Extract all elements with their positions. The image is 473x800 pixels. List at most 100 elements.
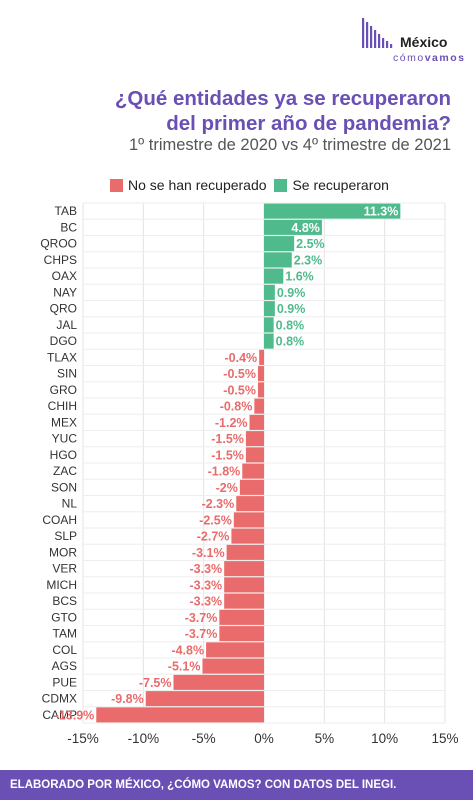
x-tick-label: -5% bbox=[192, 731, 216, 746]
value-label: -3.3% bbox=[190, 562, 223, 576]
bar-sin bbox=[257, 366, 264, 382]
category-label: YUC bbox=[52, 432, 78, 446]
category-label: MOR bbox=[49, 545, 77, 559]
bar-mich bbox=[224, 577, 264, 593]
axis-ticks: -15% -10% -5% 0% 5% 10% 15% TAB 11.3% BC 4.8% QROO 2… bbox=[40, 204, 458, 746]
category-label: CHPS bbox=[44, 253, 77, 267]
bar-chih bbox=[254, 398, 264, 414]
value-label: 2.5% bbox=[296, 237, 325, 251]
logo-bars-icon bbox=[362, 18, 393, 48]
bar-mex bbox=[249, 414, 264, 430]
logo-brand-sub-2: vamos bbox=[424, 52, 466, 64]
bar-bc bbox=[264, 219, 322, 235]
value-label: -1.5% bbox=[211, 432, 244, 446]
bar-tab bbox=[264, 203, 401, 219]
bar-chps bbox=[264, 252, 292, 268]
category-label: ZAC bbox=[53, 464, 77, 478]
chart-subtitle: 1º trimestre de 2020 vs 4º trimestre de … bbox=[128, 136, 451, 154]
bar-gro bbox=[257, 382, 264, 398]
category-label: COL bbox=[52, 643, 77, 657]
legend-item-recovered: Se recuperaron bbox=[274, 177, 389, 193]
value-label: -3.1% bbox=[192, 546, 225, 560]
category-label: CAMP bbox=[42, 708, 77, 722]
bar-ags bbox=[202, 658, 264, 674]
bar-qro bbox=[264, 301, 275, 317]
value-label: -2.7% bbox=[197, 530, 230, 544]
logo-brand-sub-1: cómo bbox=[393, 52, 425, 64]
value-label: -3.7% bbox=[185, 611, 218, 625]
bar-gto bbox=[219, 609, 264, 625]
bar-nl bbox=[236, 496, 264, 512]
bar-yuc bbox=[245, 431, 264, 447]
x-tick-label: 0% bbox=[254, 731, 274, 746]
value-label: -1.2% bbox=[215, 416, 248, 430]
x-tick-label: -10% bbox=[128, 731, 160, 746]
bar-mor bbox=[226, 544, 264, 560]
chart-title-line-2: del primer año de pandemia? bbox=[166, 112, 451, 135]
category-label: COAH bbox=[42, 513, 77, 527]
bar-col bbox=[206, 642, 264, 658]
category-label: MEX bbox=[51, 415, 77, 429]
category-label: QRO bbox=[50, 302, 77, 316]
category-label: SON bbox=[51, 480, 77, 494]
category-label: TAM bbox=[53, 627, 77, 641]
category-label: CHIH bbox=[48, 399, 77, 413]
bar-son bbox=[239, 479, 264, 495]
category-label: TAB bbox=[55, 204, 77, 218]
category-label: NAY bbox=[53, 285, 77, 299]
value-label: -5.1% bbox=[168, 660, 201, 674]
category-label: TLAX bbox=[47, 350, 77, 364]
bar-cdmx bbox=[145, 691, 264, 707]
category-label: BC bbox=[60, 220, 77, 234]
bar-pue bbox=[173, 674, 264, 690]
chart-title-line-1: ¿Qué entidades ya se recuperaron bbox=[114, 87, 451, 110]
value-label: 1.6% bbox=[285, 270, 314, 284]
category-label: SLP bbox=[54, 529, 77, 543]
grid-lines bbox=[82, 202, 446, 724]
bar-tam bbox=[219, 626, 264, 642]
category-label: QROO bbox=[40, 237, 77, 251]
legend-label-not-recovered: No se han recuperado bbox=[128, 177, 267, 193]
bar-tlax bbox=[259, 349, 264, 365]
category-label: DGO bbox=[50, 334, 77, 348]
legend-swatch-not-recovered bbox=[110, 179, 123, 192]
value-label: -0.8% bbox=[220, 400, 253, 414]
legend-label-recovered: Se recuperaron bbox=[292, 177, 389, 193]
value-label: 0.9% bbox=[277, 286, 306, 300]
value-label: -0.5% bbox=[223, 383, 256, 397]
value-label: 2.3% bbox=[294, 253, 323, 267]
value-label: -0.4% bbox=[225, 351, 258, 365]
bar-ver bbox=[224, 561, 264, 577]
x-tick-label: -15% bbox=[67, 731, 99, 746]
legend-swatch-recovered bbox=[274, 179, 288, 192]
value-label: 0.8% bbox=[276, 335, 305, 349]
x-tick-label: 15% bbox=[431, 731, 458, 746]
category-label: SIN bbox=[57, 367, 77, 381]
category-label: VER bbox=[52, 562, 77, 576]
footer-credit: ELABORADO POR MÉXICO, ¿CÓMO VAMOS? CON D… bbox=[0, 770, 473, 800]
value-label: 0.8% bbox=[276, 318, 305, 332]
bar-coah bbox=[233, 512, 264, 528]
value-label: -1.5% bbox=[211, 448, 244, 462]
category-label: PUE bbox=[52, 675, 77, 689]
bars bbox=[96, 203, 401, 723]
category-label: AGS bbox=[52, 659, 77, 673]
value-label: -2% bbox=[216, 481, 238, 495]
bar-qroo bbox=[264, 236, 295, 252]
x-tick-label: 10% bbox=[371, 731, 398, 746]
bar-chart: -15% -10% -5% 0% 5% 10% 15% TAB 11.3% BC 4.8% QROO 2… bbox=[40, 202, 459, 746]
bar-jal bbox=[264, 317, 274, 333]
value-label: -2.3% bbox=[202, 497, 235, 511]
value-label: -9.8% bbox=[111, 692, 144, 706]
value-label: -1.8% bbox=[208, 465, 241, 479]
bar-bcs bbox=[224, 593, 264, 609]
x-tick-label: 5% bbox=[315, 731, 335, 746]
bar-zac bbox=[242, 463, 264, 479]
legend-item-not-recovered: No se han recuperado bbox=[110, 177, 267, 193]
bar-slp bbox=[231, 528, 264, 544]
bar-dgo bbox=[264, 333, 274, 349]
value-label: -7.5% bbox=[139, 676, 172, 690]
logo-brand-sub: cómovamos bbox=[393, 52, 465, 64]
category-label: MICH bbox=[46, 578, 77, 592]
category-label: GTO bbox=[51, 610, 77, 624]
